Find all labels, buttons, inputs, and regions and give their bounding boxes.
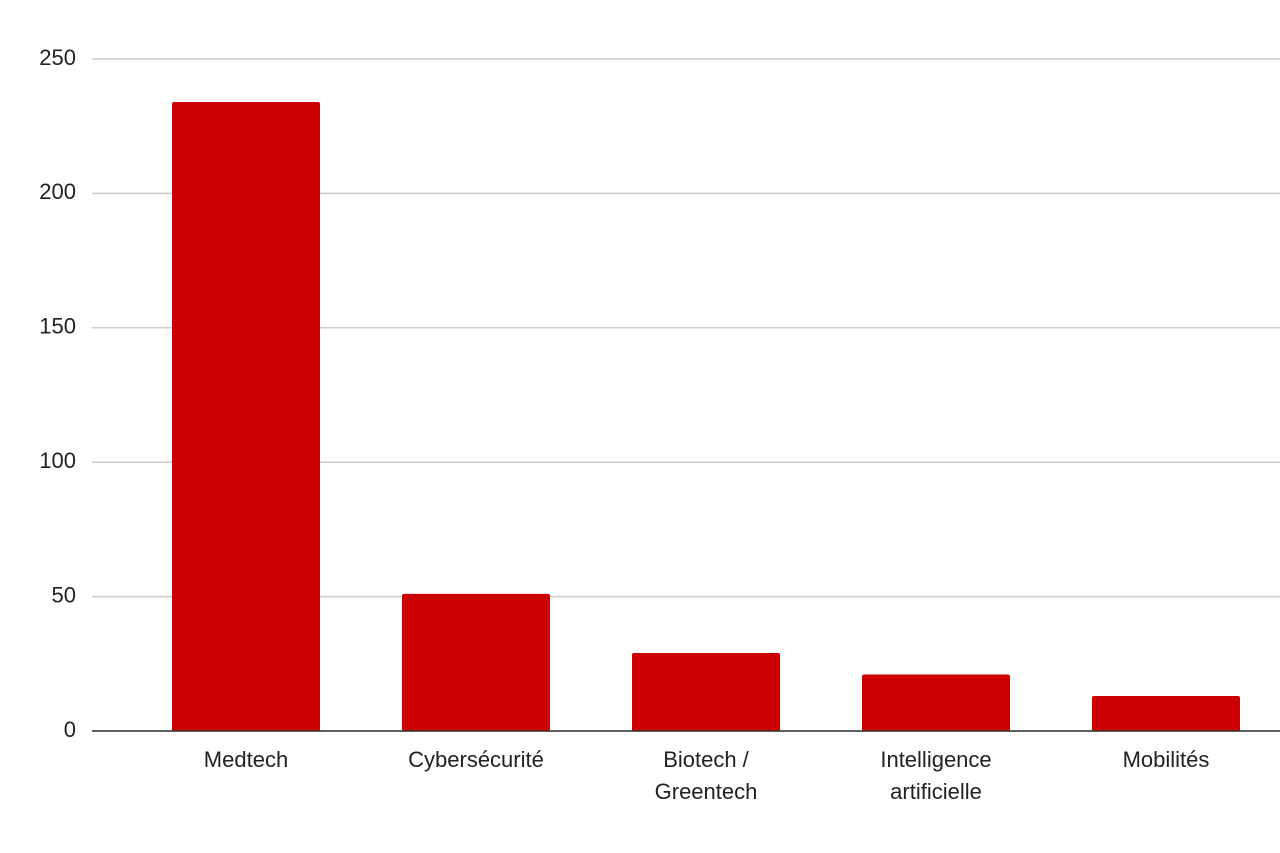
x-tick-label: Cybersécurité [408, 747, 544, 772]
bar [402, 593, 550, 731]
bar [172, 102, 320, 732]
y-tick-label: 250 [39, 45, 76, 70]
bar [632, 653, 780, 731]
x-tick-label: Mobilités [1122, 747, 1210, 772]
bar [1092, 696, 1240, 731]
y-tick-label: 200 [39, 179, 76, 204]
y-tick-label: 150 [39, 314, 76, 339]
x-tick-label: Medtech [203, 747, 289, 772]
y-tick-label: 100 [39, 448, 76, 473]
x-tick-label: Biotech / Greentech [654, 747, 758, 804]
y-tick-label: 0 [64, 717, 76, 742]
y-tick-label: 50 [52, 582, 76, 607]
x-tick-label: Intelligence artificielle [880, 747, 992, 804]
bar [862, 674, 1010, 731]
